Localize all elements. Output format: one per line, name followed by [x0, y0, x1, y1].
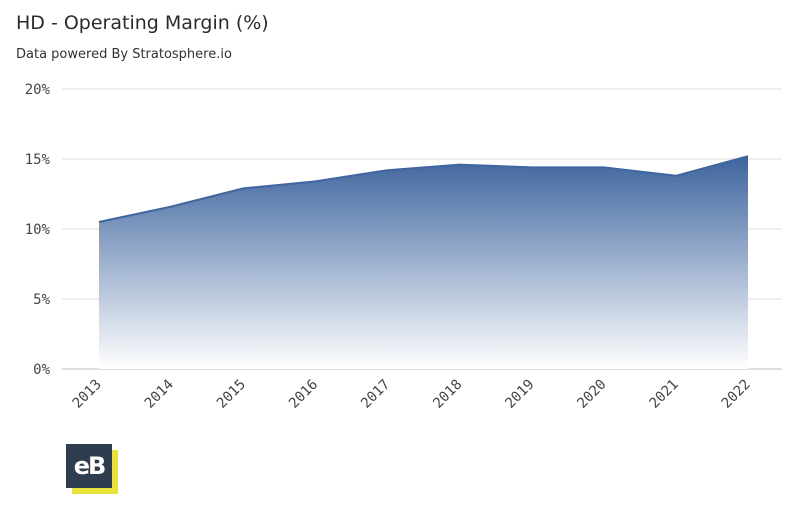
x-tick-label: 2014	[142, 377, 177, 412]
area-chart: 0%5%10%15%20% 2013 2014 2015 2016 2017 2018 20…	[25, 82, 782, 412]
x-tick-label: 2016	[286, 377, 321, 412]
x-tick-label: 2015	[214, 377, 249, 412]
x-tick-label: 2013	[70, 377, 105, 412]
logo-mark: eB	[66, 444, 112, 488]
y-tick-label: 20%	[25, 82, 51, 98]
x-tick-label: 2021	[647, 377, 682, 412]
x-tick-label: 2018	[430, 377, 465, 412]
x-axis-ticks: 2013 2014 2015 2016 2017 2018 2019 2020 2021 2022	[70, 377, 754, 412]
series-line	[98, 155, 749, 223]
brand-logo: eB	[66, 444, 118, 494]
y-tick-label: 15%	[25, 152, 51, 168]
area-fill	[99, 156, 748, 369]
y-tick-label: 0%	[33, 362, 50, 378]
x-tick-label: 2022	[719, 377, 754, 412]
chart-subtitle: Data powered By Stratosphere.io	[16, 47, 232, 62]
y-axis-ticks: 0% 5% 10% 15% 20%	[25, 82, 51, 378]
chart-title: HD - Operating Margin (%)	[16, 12, 269, 34]
y-tick-label: 10%	[25, 222, 51, 238]
y-tick-label: 5%	[33, 292, 50, 308]
x-tick-label: 2017	[358, 377, 393, 412]
area-series	[98, 155, 749, 369]
x-tick-label: 2019	[502, 377, 537, 412]
x-tick-label: 2020	[574, 377, 609, 412]
